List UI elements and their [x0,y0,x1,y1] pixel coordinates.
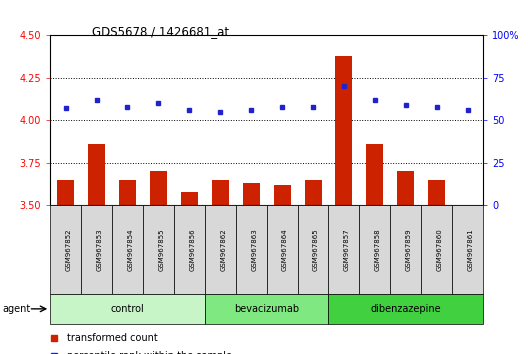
Text: GSM967856: GSM967856 [190,228,195,271]
Text: GSM967864: GSM967864 [282,228,288,271]
Bar [143,205,174,294]
Bar [421,205,452,294]
Bar [397,171,414,205]
Bar [390,205,421,294]
Bar [360,205,390,294]
Bar [366,144,383,205]
Text: GSM967855: GSM967855 [158,228,164,271]
Bar [50,294,205,324]
Text: GSM967854: GSM967854 [127,228,134,271]
Text: bevacizumab: bevacizumab [234,304,299,314]
Text: percentile rank within the sample: percentile rank within the sample [68,351,232,354]
Text: GSM967853: GSM967853 [97,228,102,271]
Text: GSM967860: GSM967860 [437,228,443,271]
Bar [243,183,260,205]
Text: transformed count: transformed count [68,333,158,343]
Bar [428,180,445,205]
Bar [112,205,143,294]
Bar [181,192,198,205]
Text: GDS5678 / 1426681_at: GDS5678 / 1426681_at [92,25,230,38]
Text: GSM967865: GSM967865 [313,228,319,271]
Bar [212,180,229,205]
Bar [328,294,483,324]
Bar [174,205,205,294]
Text: GSM967858: GSM967858 [375,228,381,271]
Bar [205,294,328,324]
Bar [298,205,328,294]
Bar [335,56,353,205]
Bar [305,180,322,205]
Bar [267,205,298,294]
Text: GSM967857: GSM967857 [344,228,350,271]
Bar [150,171,167,205]
Bar [119,180,136,205]
Text: GSM967861: GSM967861 [468,228,474,271]
Bar [81,205,112,294]
Bar [88,144,105,205]
Text: GSM967852: GSM967852 [65,228,72,271]
Bar [50,205,81,294]
Text: GSM967859: GSM967859 [406,228,412,271]
Text: control: control [110,304,144,314]
Bar [328,205,360,294]
Bar [452,205,483,294]
Bar [274,185,290,205]
Bar [205,205,235,294]
Bar [57,180,74,205]
Text: GSM967862: GSM967862 [220,228,227,271]
Text: agent: agent [3,304,31,314]
Text: dibenzazepine: dibenzazepine [371,304,441,314]
Text: GSM967863: GSM967863 [251,228,257,271]
Bar [235,205,267,294]
